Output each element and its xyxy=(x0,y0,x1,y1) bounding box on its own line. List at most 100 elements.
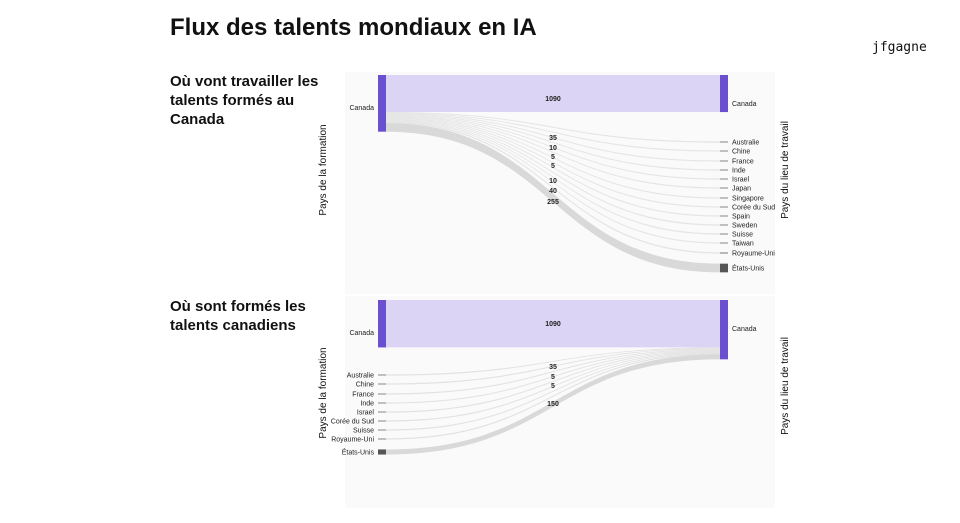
flow-value-label: 1090 xyxy=(545,96,561,103)
flow-canada-coree-du-sud xyxy=(386,117,720,208)
label-target-royaume-uni: Royaume-Uni xyxy=(732,251,775,258)
flow-value-label: 35 xyxy=(549,135,557,142)
subtitle-bottom: Où sont formés les talents canadiens xyxy=(170,298,306,334)
flow-coree-du-sud-canada xyxy=(386,351,720,422)
label-target-spain: Spain xyxy=(732,214,750,221)
node-target-australie xyxy=(720,141,728,143)
node-source-canada xyxy=(378,75,386,132)
flow-value-label: 35 xyxy=(549,364,557,371)
flow-value-label: 40 xyxy=(549,188,557,195)
node-target-chine xyxy=(720,150,728,152)
node-target-canada xyxy=(720,75,728,113)
label-target-inde: Inde xyxy=(732,168,746,175)
flow-value-label: 5 xyxy=(551,374,555,381)
label-target-israel: Israel xyxy=(732,177,750,184)
label-source-coree-du-sud: Corée du Sud xyxy=(331,419,374,426)
node-target-etats-unis xyxy=(720,263,728,273)
node-source-australie xyxy=(378,374,386,376)
label-target-canada-2: Canada xyxy=(732,326,757,333)
label-source-etats-unis: États-Unis xyxy=(342,448,375,457)
label-source-inde: Inde xyxy=(360,401,374,408)
node-target-inde xyxy=(720,169,728,171)
flow-royaume-uni-canada xyxy=(386,353,720,440)
label-target-sweden: Sweden xyxy=(732,223,757,230)
flow-value-label: 10 xyxy=(549,145,557,152)
flow-value-label: 5 xyxy=(551,383,555,390)
label-target-chine: Chine xyxy=(732,149,750,156)
label-source-royaume-uni: Royaume-Uni xyxy=(331,437,374,444)
flow-canada-france xyxy=(386,113,720,162)
node-target-canada-2 xyxy=(720,300,728,360)
flow-canada-sweden xyxy=(386,119,720,226)
node-target-france xyxy=(720,160,728,162)
flow-chine-canada xyxy=(386,348,720,385)
node-target-singapore xyxy=(720,197,728,199)
label-target-japan: Japan xyxy=(732,186,751,193)
flow-australie-canada xyxy=(386,347,720,376)
node-target-japan xyxy=(720,187,728,189)
flow-canada-singapore xyxy=(386,116,720,199)
node-source-israel xyxy=(378,411,386,413)
label-target-taiwan: Taiwan xyxy=(732,241,754,248)
label-target-australie: Australie xyxy=(732,140,759,147)
flow-canada-suisse xyxy=(386,120,720,235)
label-target-france: France xyxy=(732,159,754,166)
label-source-canada: Canada xyxy=(349,105,374,112)
label-target-singapore: Singapore xyxy=(732,196,764,203)
node-target-suisse xyxy=(720,233,728,235)
flow-canada-royaume-uni xyxy=(386,121,720,254)
flow-canada-etats-unis xyxy=(386,123,720,273)
node-target-israel xyxy=(720,178,728,180)
left-axis-label-2: Pays de la formation xyxy=(318,347,329,438)
flow-canada-chine xyxy=(386,112,720,152)
node-target-taiwan xyxy=(720,242,728,244)
node-source-chine xyxy=(378,383,386,385)
label-source-france: France xyxy=(352,392,374,399)
flow-value-label: 5 xyxy=(551,163,555,170)
label-target-etats-unis: États-Unis xyxy=(732,264,765,273)
flow-value-label: 1090 xyxy=(545,321,561,328)
flow-value-label: 10 xyxy=(549,178,557,185)
flow-etats-unis-canada xyxy=(386,354,720,455)
label-source-canada-2: Canada xyxy=(349,330,374,337)
flow-canada-canada-2 xyxy=(386,300,720,348)
label-source-suisse: Suisse xyxy=(353,428,374,435)
node-target-royaume-uni xyxy=(720,252,728,254)
flow-canada-taiwan xyxy=(386,120,720,244)
node-source-coree-du-sud xyxy=(378,420,386,422)
node-source-royaume-uni xyxy=(378,438,386,440)
flow-canada-israel xyxy=(386,115,720,180)
flow-canada-japan xyxy=(386,116,720,189)
label-target-canada: Canada xyxy=(732,101,757,108)
brand-logo: jfgagne xyxy=(872,40,927,55)
flow-canada-canada xyxy=(386,75,720,113)
node-target-sweden xyxy=(720,224,728,226)
flow-canada-australie xyxy=(386,112,720,143)
node-source-inde xyxy=(378,402,386,404)
right-axis-label-1: Pays du lieu de travail xyxy=(780,121,791,219)
chart-title: Flux des talents mondiaux en IA xyxy=(170,14,537,41)
node-source-etats-unis xyxy=(378,449,386,455)
flow-suisse-canada xyxy=(386,352,720,431)
label-target-suisse: Suisse xyxy=(732,232,753,239)
flow-inde-canada xyxy=(386,349,720,404)
flow-value-label: 5 xyxy=(551,154,555,161)
node-target-spain xyxy=(720,215,728,217)
subtitle-top: Où vont travailler les talents formés au… xyxy=(170,73,319,128)
flow-value-label: 255 xyxy=(547,199,559,206)
node-source-france xyxy=(378,393,386,395)
flow-value-label: 150 xyxy=(547,401,559,408)
left-axis-label-1: Pays de la formation xyxy=(318,124,329,215)
label-target-coree-du-sud: Corée du Sud xyxy=(732,205,775,212)
node-target-coree-du-sud xyxy=(720,206,728,208)
flow-france-canada xyxy=(386,349,720,395)
right-axis-label-2: Pays du lieu de travail xyxy=(780,337,791,435)
label-source-australie: Australie xyxy=(347,373,374,380)
flow-israel-canada xyxy=(386,350,720,413)
label-source-chine: Chine xyxy=(356,382,374,389)
label-source-israel: Israel xyxy=(357,410,375,417)
flow-canada-inde xyxy=(386,114,720,171)
node-source-canada-2 xyxy=(378,300,386,348)
node-source-suisse xyxy=(378,429,386,431)
